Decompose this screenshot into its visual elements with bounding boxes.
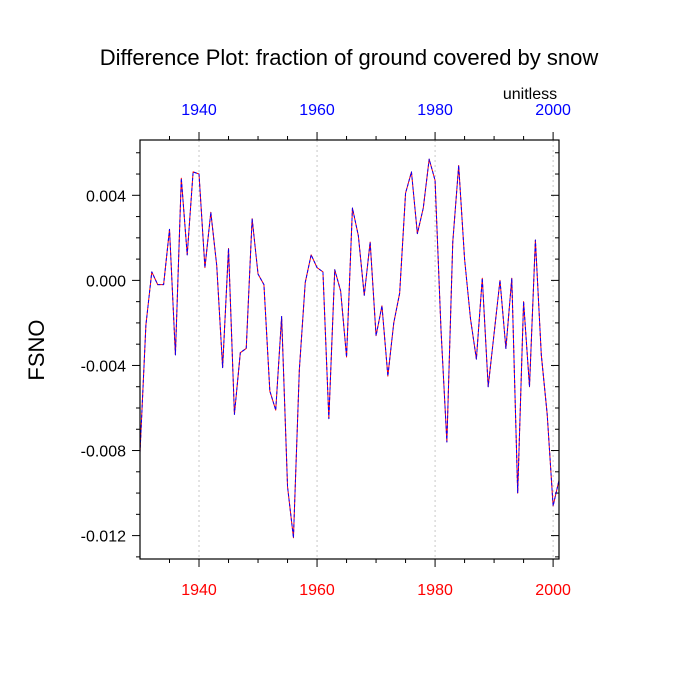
y-tick-label: -0.008 <box>81 444 126 461</box>
x-tick-label-bottom: 2000 <box>535 582 571 599</box>
x-tick-label-top: 1940 <box>181 102 217 119</box>
y-tick-label: -0.012 <box>81 529 126 546</box>
series-line-blue <box>139 158 560 539</box>
chart-title: Difference Plot: fraction of ground cove… <box>100 45 599 70</box>
y-tick-label: -0.004 <box>81 358 126 375</box>
tick-layer <box>132 132 559 567</box>
plot-frame <box>139 139 560 560</box>
series-layer <box>139 158 560 539</box>
x-tick-label-top: 2000 <box>535 102 571 119</box>
y-axis-label: FSNO <box>24 319 49 380</box>
y-tick-label: 0.000 <box>86 273 126 290</box>
x-tick-label-bottom: 1960 <box>299 582 335 599</box>
x-tick-label-bottom: 1940 <box>181 582 217 599</box>
label-layer: 1940 1940 1960 1960 1980 1980 2000 2000 0.004 0.0… <box>81 102 571 599</box>
x-tick-label-top: 1980 <box>417 102 453 119</box>
x-tick-label-bottom: 1980 <box>417 582 453 599</box>
x-tick-label-top: 1960 <box>299 102 335 119</box>
units-label: unitless <box>503 86 557 103</box>
y-tick-label: 0.004 <box>86 188 126 205</box>
